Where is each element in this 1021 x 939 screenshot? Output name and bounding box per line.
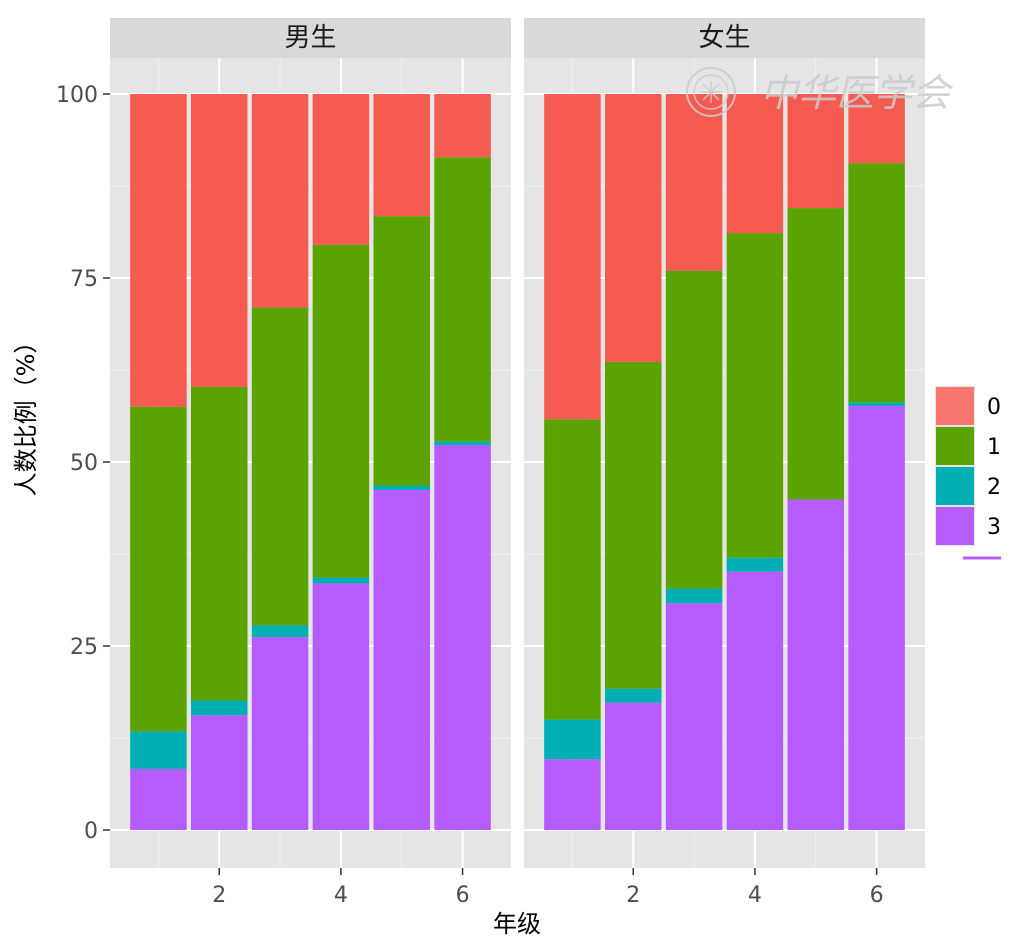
legend-label: 0 xyxy=(987,395,1001,420)
x-tick-label: 2 xyxy=(212,883,226,908)
y-tick-label: 50 xyxy=(70,451,98,476)
bar-segment-level-1 xyxy=(434,157,491,442)
y-axis-title: 人数比例（%） xyxy=(12,330,40,497)
legend-label: 1 xyxy=(987,435,1001,460)
y-tick-label: 25 xyxy=(70,635,98,660)
bar-segment-level-1 xyxy=(312,244,370,578)
bar-segment-level-2 xyxy=(665,588,723,604)
bar-segment-level-0 xyxy=(191,94,248,387)
bar-segment-level-1 xyxy=(787,208,844,500)
axis-layer: 2 4 6 2 4 6 0 25 50 75 100 xyxy=(56,83,884,908)
bar-segment-level-2 xyxy=(312,577,370,584)
bar-segment-level-2 xyxy=(191,700,248,716)
bar-segment-level-0 xyxy=(726,94,784,234)
strip-label-female: 女生 xyxy=(698,23,750,53)
bar-segment-level-1 xyxy=(251,307,309,626)
bar-segment-level-0 xyxy=(373,94,430,217)
watermark-text: 中华医学会 xyxy=(760,71,954,115)
bar-segment-level-0 xyxy=(434,94,491,158)
bar-segment-level-2 xyxy=(848,402,905,407)
legend-label: 3 xyxy=(987,515,1001,540)
bar-segment-level-1 xyxy=(726,233,784,558)
bar-segment-level-2 xyxy=(251,625,309,638)
strip-female xyxy=(524,18,925,58)
legend-swatch-3 xyxy=(936,507,974,545)
bar-segment-level-2 xyxy=(726,557,784,572)
bar-segment-level-1 xyxy=(605,361,662,689)
watermark: 中华医学会 xyxy=(686,67,954,117)
bar-segment-level-2 xyxy=(373,485,430,490)
bar-segment-level-0 xyxy=(544,94,601,420)
strip-male xyxy=(110,18,511,58)
bar-segment-level-3 xyxy=(665,603,723,830)
bar-segment-level-3 xyxy=(726,571,784,830)
bar-segment-level-3 xyxy=(191,715,248,830)
watermark-seal-icon xyxy=(686,67,736,117)
y-tick-label: 100 xyxy=(56,83,98,108)
legend-swatch-1 xyxy=(936,427,974,465)
bar-segment-level-3 xyxy=(130,768,187,830)
bar-segment-level-3 xyxy=(544,759,601,830)
bar-segment-level-2 xyxy=(434,441,491,446)
legend-swatch-2 xyxy=(936,467,974,505)
bar-segment-level-1 xyxy=(544,419,601,720)
bar-segment-level-0 xyxy=(130,94,187,407)
bar-segment-level-3 xyxy=(312,583,370,830)
bar-segment-level-0 xyxy=(605,94,662,362)
bar-segment-level-1 xyxy=(130,406,187,732)
bar-segment-level-0 xyxy=(848,94,905,164)
legend-label: 2 xyxy=(987,475,1001,500)
bar-segment-level-2 xyxy=(130,731,187,769)
bar-segment-level-3 xyxy=(848,406,905,830)
x-tick-label: 2 xyxy=(626,883,640,908)
bar-segment-level-1 xyxy=(191,386,248,701)
bar-segment-level-3 xyxy=(434,445,491,830)
legend: 0 1 2 3 xyxy=(935,386,1001,546)
bar-segment-level-0 xyxy=(787,94,844,209)
bar-segment-level-1 xyxy=(665,270,723,589)
x-tick-label: 4 xyxy=(748,883,762,908)
bar-segment-level-2 xyxy=(605,688,662,703)
bar-segment-level-0 xyxy=(251,94,309,308)
bar-segment-level-3 xyxy=(373,489,430,830)
bar-segment-level-0 xyxy=(665,94,723,271)
bar-segment-level-3 xyxy=(787,499,844,830)
bar-segment-level-3 xyxy=(251,637,309,830)
bars-layer xyxy=(130,94,905,830)
y-tick-label: 75 xyxy=(70,267,98,292)
bar-segment-level-1 xyxy=(373,216,430,486)
bar-segment-level-3 xyxy=(605,702,662,830)
bar-segment-level-2 xyxy=(544,719,601,760)
y-tick-label: 0 xyxy=(84,819,98,844)
x-tick-label: 6 xyxy=(870,883,884,908)
bar-segment-level-1 xyxy=(848,163,905,403)
x-tick-label: 6 xyxy=(456,883,470,908)
strip-label-male: 男生 xyxy=(284,23,336,53)
x-axis-title: 年级 xyxy=(493,910,541,938)
x-tick-label: 4 xyxy=(334,883,348,908)
legend-swatch-0 xyxy=(936,387,974,425)
bar-segment-level-0 xyxy=(312,94,370,245)
